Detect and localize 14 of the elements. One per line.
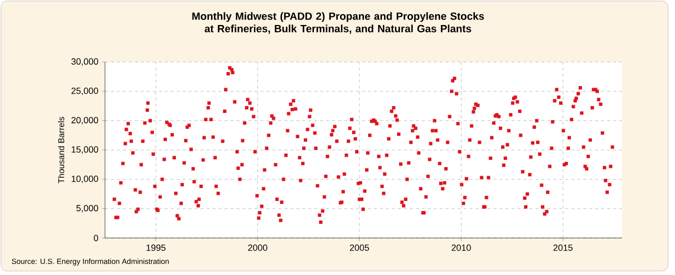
x-tick-label: 2010 xyxy=(452,244,471,251)
y-tick-label: 20,000 xyxy=(72,116,98,124)
chart-title: Monthly Midwest (PADD 2) Propane and Propylene Stocks at Refineries, Bulk Terminals, and Natural Gas Plants xyxy=(192,12,484,34)
x-tick-label: 1995 xyxy=(146,244,166,251)
y-tick-label: 5,000 xyxy=(76,204,98,212)
y-tick-label: 15,000 xyxy=(72,146,98,154)
y-tick-label: 0 xyxy=(94,234,98,242)
x-tick-label: 2015 xyxy=(553,244,573,251)
y-tick-label: 30,000 xyxy=(71,58,98,66)
x-tick-label: 2005 xyxy=(350,244,370,251)
y-axis-title: Thousand Barrels xyxy=(58,116,64,184)
y-tick-label: 10,000 xyxy=(72,176,98,184)
x-tick-label: 2000 xyxy=(248,244,268,251)
y-tick-label: 25,000 xyxy=(72,88,98,96)
